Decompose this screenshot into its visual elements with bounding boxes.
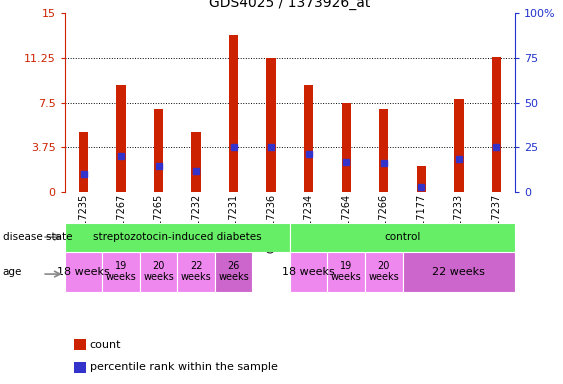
Text: GSM317266: GSM317266 xyxy=(379,194,389,253)
Text: GSM317235: GSM317235 xyxy=(78,194,88,253)
Bar xyxy=(65,223,290,252)
Bar xyxy=(379,109,388,192)
Bar xyxy=(65,252,102,292)
Bar xyxy=(417,166,426,192)
Text: 22 weeks: 22 weeks xyxy=(432,266,485,277)
Text: GSM317265: GSM317265 xyxy=(154,194,164,253)
Bar xyxy=(454,99,463,192)
Bar xyxy=(290,223,515,252)
Text: percentile rank within the sample: percentile rank within the sample xyxy=(90,362,278,372)
Text: 19
weeks: 19 weeks xyxy=(331,261,361,283)
Bar xyxy=(74,339,86,350)
Text: GSM317231: GSM317231 xyxy=(229,194,239,253)
Title: GDS4025 / 1373926_at: GDS4025 / 1373926_at xyxy=(209,0,370,10)
Bar xyxy=(177,252,215,292)
Text: age: age xyxy=(3,266,22,277)
Bar xyxy=(79,132,88,192)
Text: control: control xyxy=(385,232,421,242)
Text: GSM317264: GSM317264 xyxy=(341,194,351,253)
Bar xyxy=(328,252,365,292)
Text: count: count xyxy=(90,340,121,350)
Text: GSM317267: GSM317267 xyxy=(116,194,126,253)
Bar xyxy=(491,58,501,192)
Text: 18 weeks: 18 weeks xyxy=(57,266,110,277)
Bar xyxy=(342,103,351,192)
Bar xyxy=(403,252,515,292)
Bar xyxy=(191,132,201,192)
Bar xyxy=(304,85,314,192)
Text: GSM317233: GSM317233 xyxy=(454,194,464,253)
Bar xyxy=(229,35,238,192)
Text: GSM317236: GSM317236 xyxy=(266,194,276,253)
Bar xyxy=(102,252,140,292)
Text: GSM317234: GSM317234 xyxy=(303,194,314,253)
Text: disease state: disease state xyxy=(3,232,72,242)
Text: 20
weeks: 20 weeks xyxy=(368,261,399,283)
Text: 19
weeks: 19 weeks xyxy=(106,261,136,283)
Text: 26
weeks: 26 weeks xyxy=(218,261,249,283)
Text: GSM317237: GSM317237 xyxy=(491,194,502,253)
Bar xyxy=(365,252,403,292)
Text: streptozotocin-induced diabetes: streptozotocin-induced diabetes xyxy=(93,232,262,242)
Bar xyxy=(117,85,126,192)
Bar xyxy=(266,58,276,192)
Text: 18 weeks: 18 weeks xyxy=(282,266,335,277)
Bar xyxy=(140,252,177,292)
Text: GSM317177: GSM317177 xyxy=(416,194,426,253)
Text: 20
weeks: 20 weeks xyxy=(143,261,174,283)
Text: GSM317232: GSM317232 xyxy=(191,194,201,253)
Bar xyxy=(290,252,328,292)
Text: 22
weeks: 22 weeks xyxy=(181,261,212,283)
Bar xyxy=(74,362,86,372)
Bar xyxy=(154,109,163,192)
Bar xyxy=(215,252,252,292)
